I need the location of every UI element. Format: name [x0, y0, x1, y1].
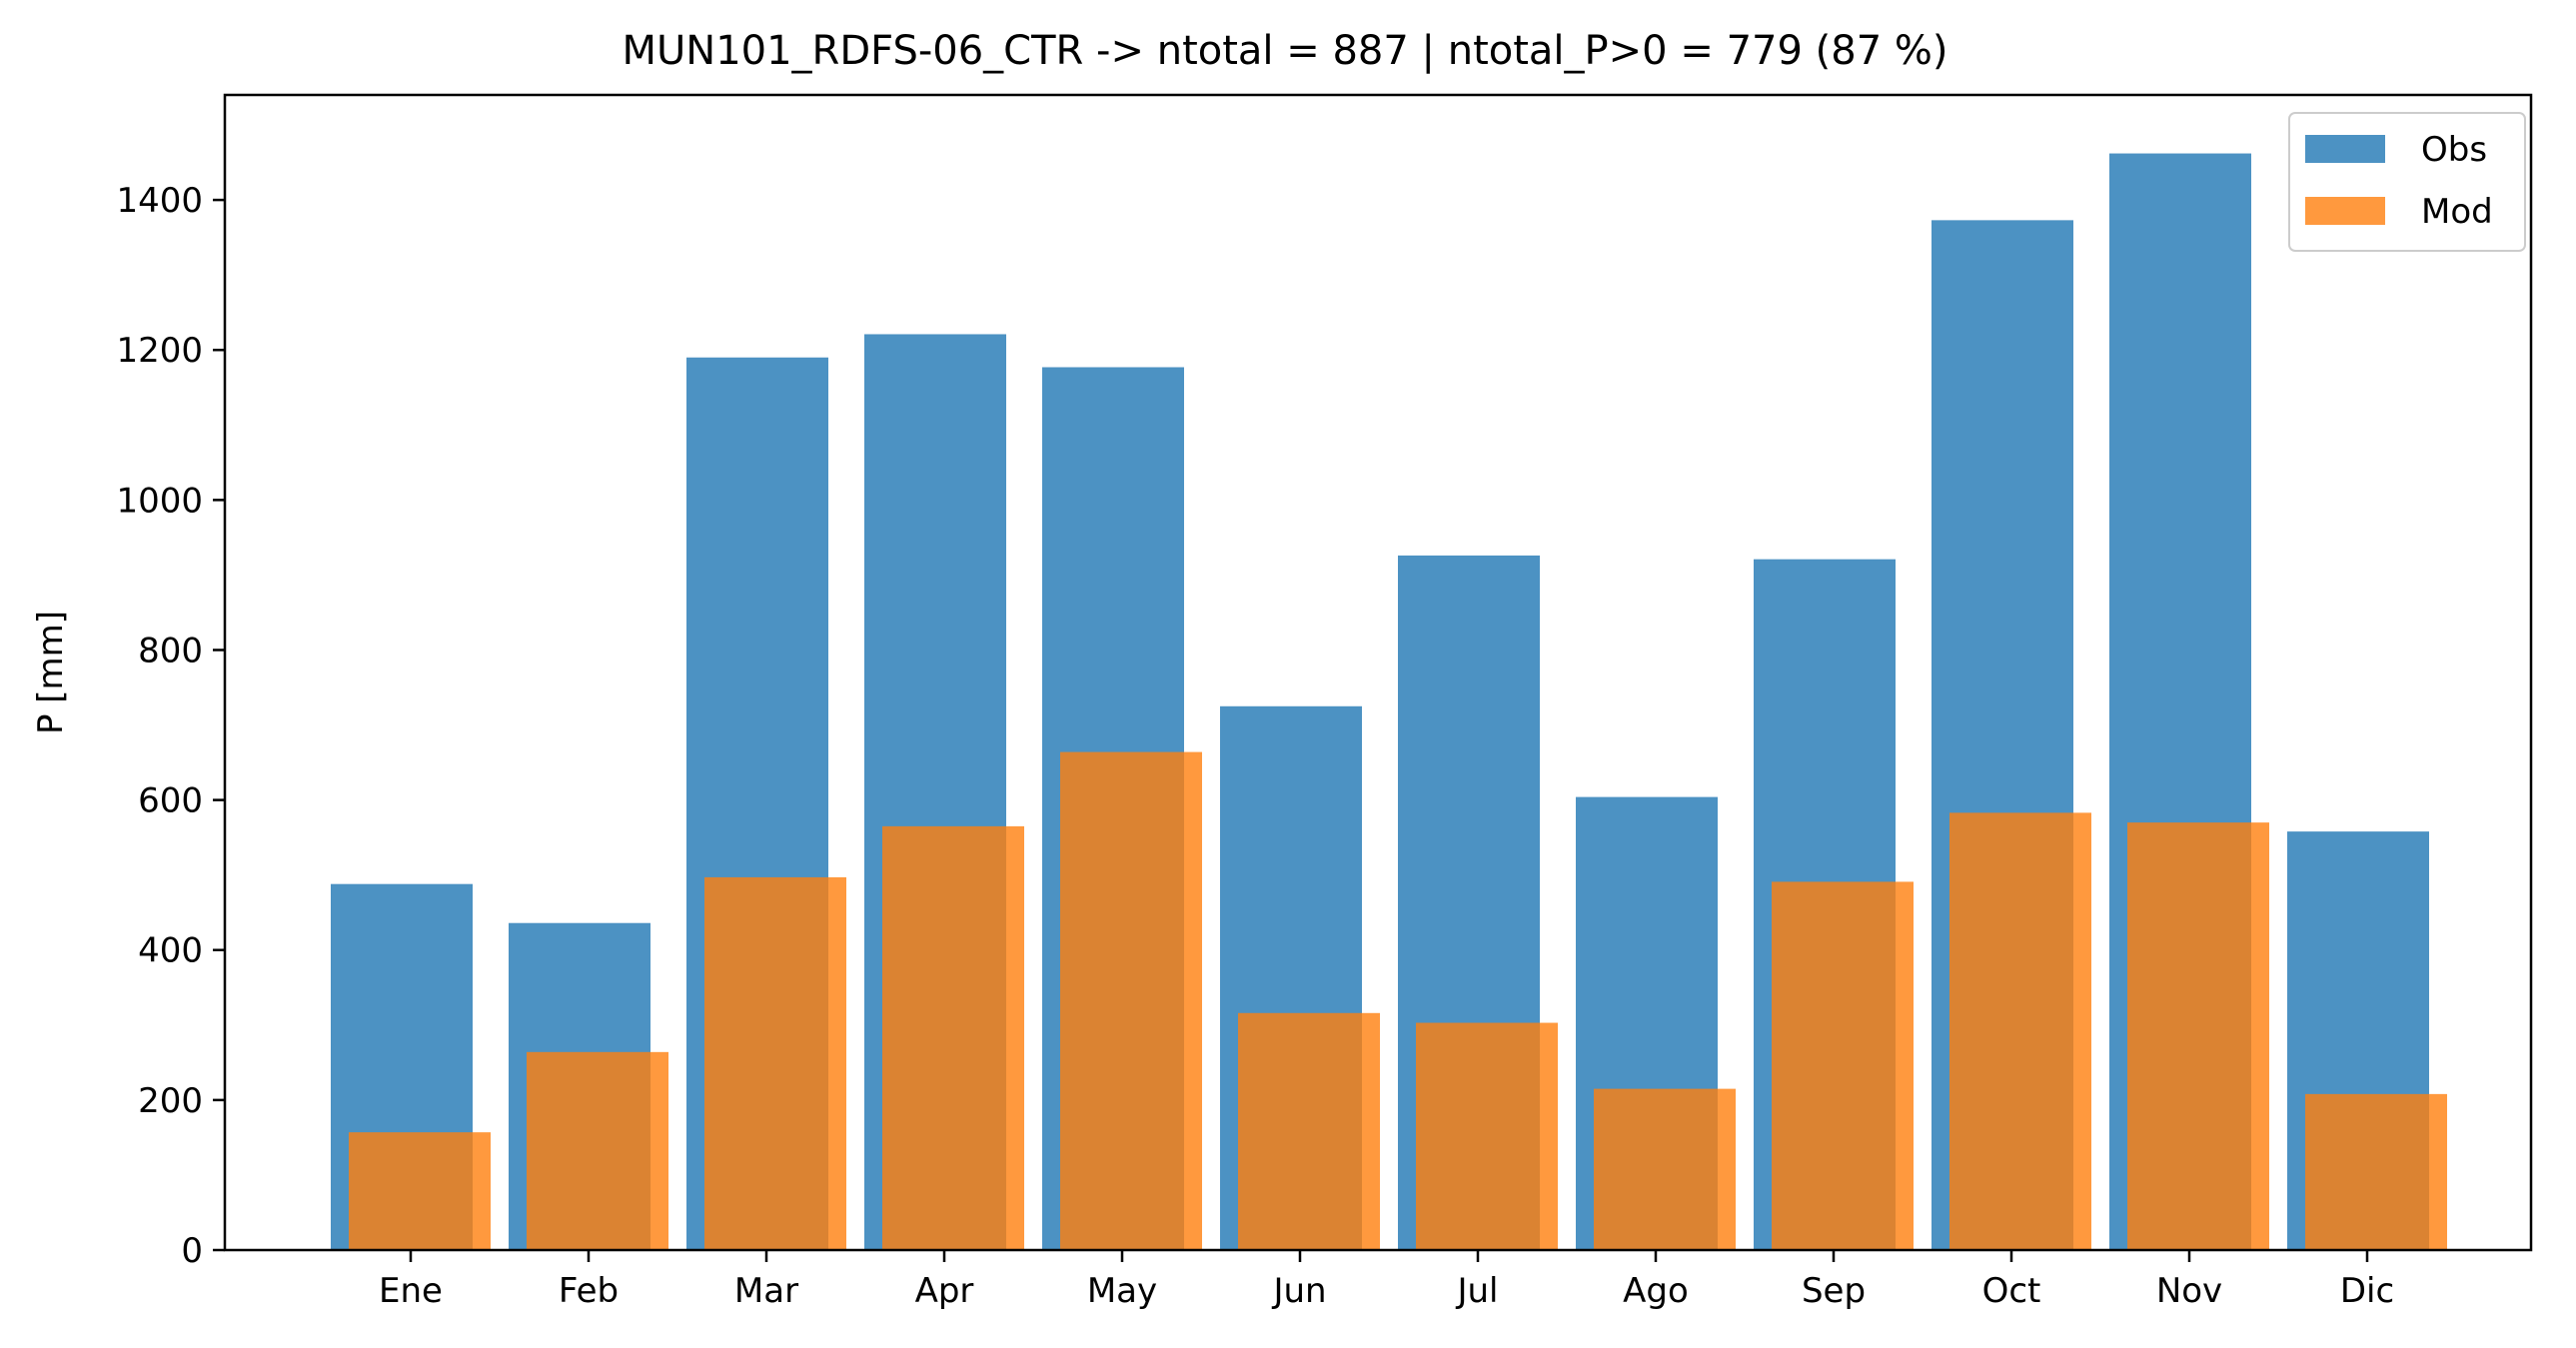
legend-label-mod: Mod — [2421, 192, 2493, 232]
y-tick-label: 1400 — [116, 181, 203, 221]
x-tick-label-may: May — [1087, 1271, 1157, 1311]
bar-mod-may — [1060, 751, 1202, 1250]
chart-title: MUN101_RDFS-06_CTR -> ntotal = 887 | nto… — [623, 28, 1948, 74]
x-tick-label-jun: Jun — [1271, 1271, 1326, 1311]
plot-frame — [223, 93, 2533, 1252]
x-tick-label-oct: Oct — [1982, 1271, 2041, 1311]
bar-mod-jul — [1416, 1022, 1558, 1250]
legend-swatch-mod — [2305, 197, 2385, 225]
y-tick-label: 1000 — [116, 481, 203, 521]
y-tick-label: 200 — [138, 1081, 203, 1121]
bar-mod-mar — [704, 876, 846, 1250]
legend-label-obs: Obs — [2421, 130, 2487, 170]
x-tick-label-feb: Feb — [559, 1271, 619, 1311]
y-tick-label: 600 — [138, 781, 203, 821]
y-axis-label: P [mm] — [31, 611, 71, 734]
x-tick-label-apr: Apr — [915, 1271, 974, 1311]
legend-swatch-obs — [2305, 135, 2385, 163]
x-tick-label-sep: Sep — [1802, 1271, 1866, 1311]
bar-mod-oct — [1949, 812, 2091, 1250]
x-tick-label-nov: Nov — [2156, 1271, 2222, 1311]
legend: Obs Mod — [2288, 112, 2526, 252]
x-tick-label-jul: Jul — [1455, 1271, 1498, 1311]
bar-mod-apr — [882, 825, 1024, 1250]
y-tick-label: 0 — [181, 1231, 203, 1271]
x-tick-label-mar: Mar — [734, 1271, 798, 1311]
y-axis: 0 200 400 600 800 1000 1200 1400 — [116, 181, 225, 1271]
bar-mod-ene — [349, 1132, 491, 1250]
x-tick-label-ago: Ago — [1623, 1271, 1689, 1311]
bar-mod-feb — [527, 1051, 668, 1250]
bar-mod-jun — [1238, 1012, 1380, 1250]
x-tick-label-dic: Dic — [2340, 1271, 2394, 1311]
y-tick-label: 800 — [138, 631, 203, 671]
y-tick-label: 1200 — [116, 331, 203, 371]
bars-layer — [331, 153, 2447, 1251]
y-tick-label: 400 — [138, 931, 203, 971]
bar-mod-ago — [1594, 1088, 1736, 1250]
x-axis: Ene Feb Mar Apr May Jun Jul Ago Sep Oct Nov Dic — [379, 1250, 2394, 1311]
x-tick-label-ene: Ene — [379, 1271, 443, 1311]
bar-mod-sep — [1772, 881, 1914, 1250]
bar-mod-dic — [2305, 1093, 2447, 1250]
bar-mod-nov — [2127, 822, 2269, 1250]
